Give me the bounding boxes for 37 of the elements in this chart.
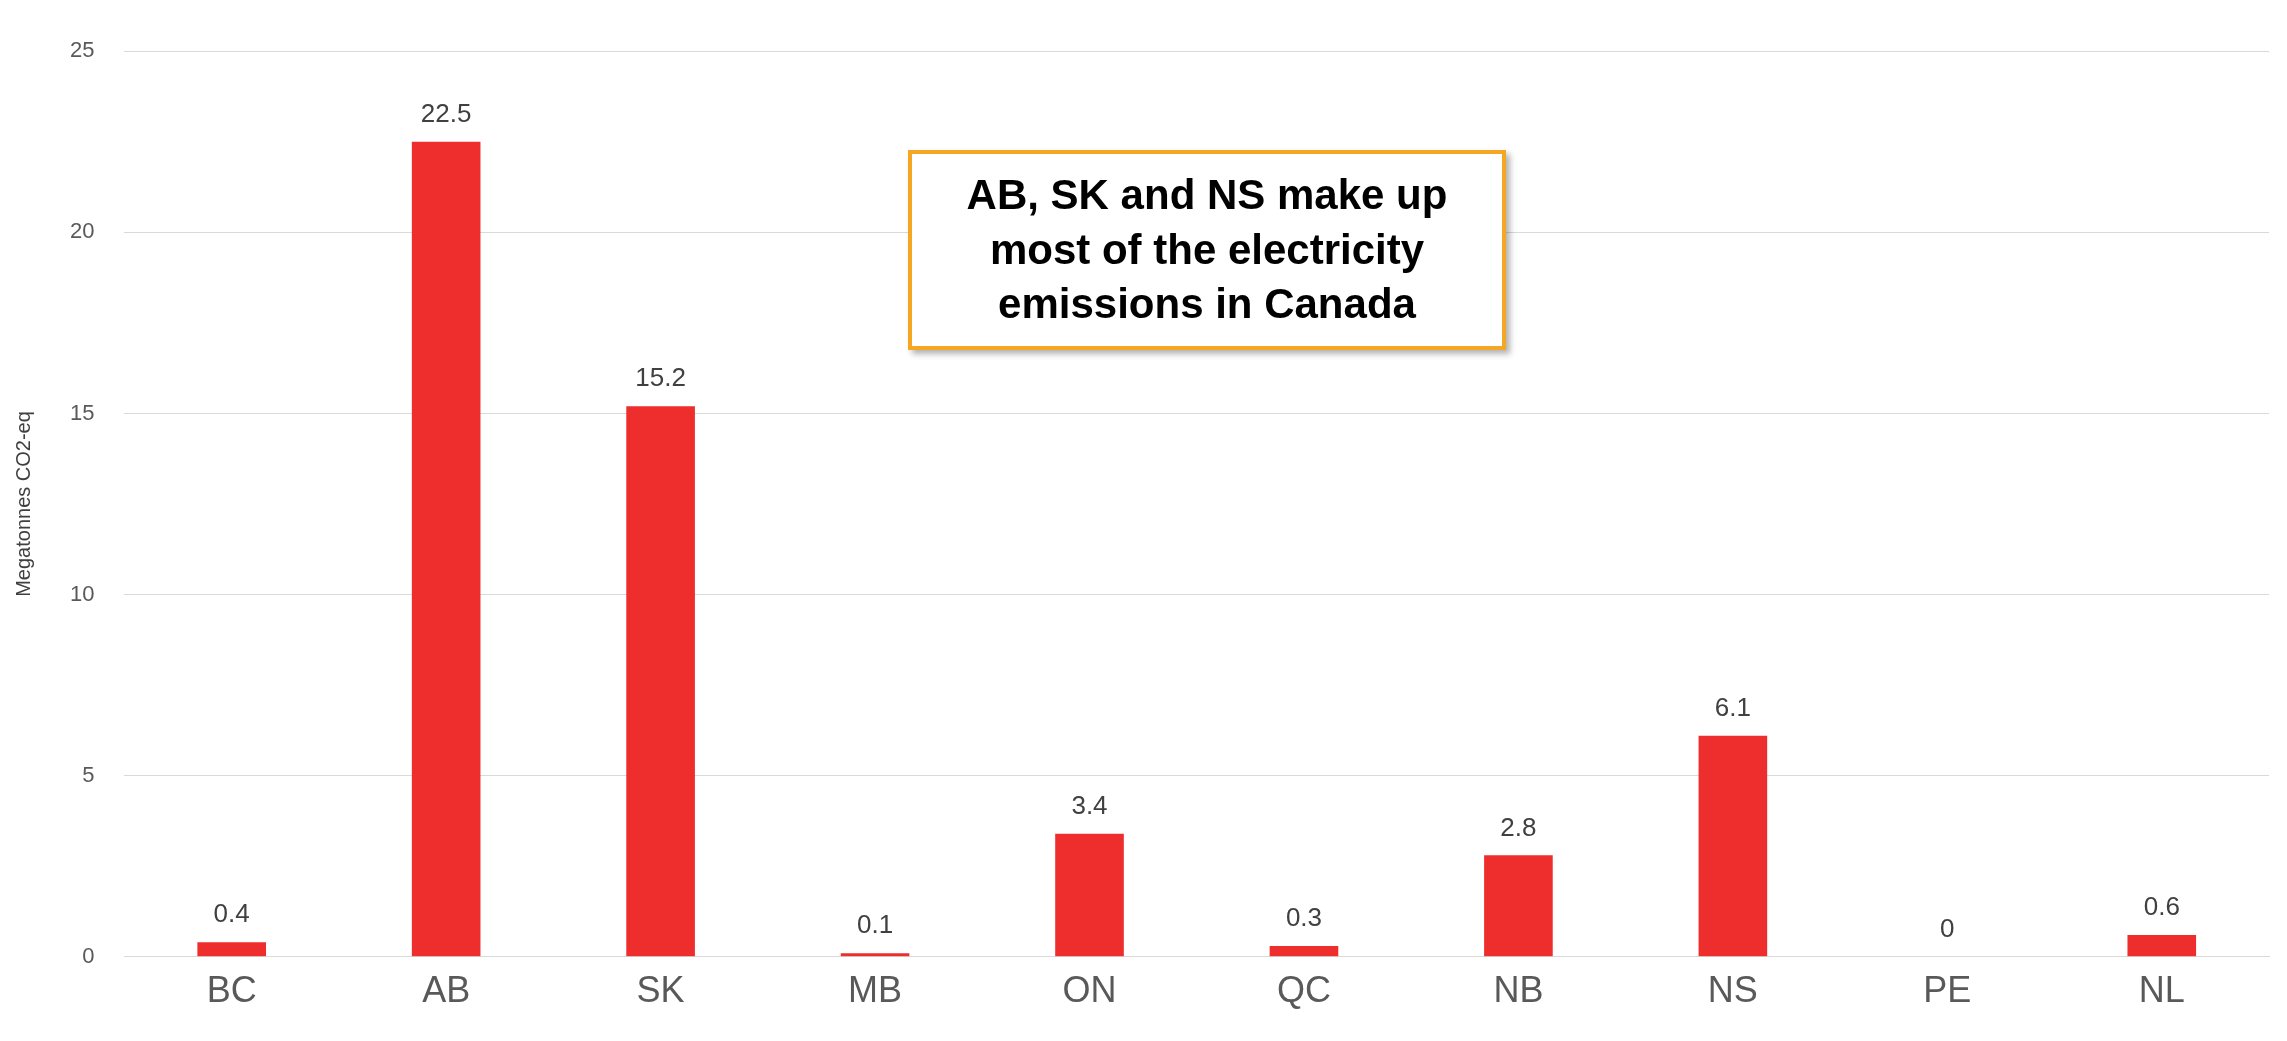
data-label: 0.1 — [856, 909, 894, 940]
y-axis-title: Megatonnes CO2-eq — [11, 411, 34, 597]
data-label: 0.6 — [2143, 891, 2180, 922]
x-tick-label: ON — [1062, 969, 1117, 1011]
bar — [1269, 945, 1339, 957]
bar — [1484, 855, 1553, 957]
x-tick-label: NL — [2138, 969, 2185, 1011]
data-label: 0.3 — [1285, 902, 1323, 933]
data-label: 15.2 — [635, 362, 686, 393]
x-tick-label: BC — [206, 969, 257, 1011]
data-label: 2.8 — [1500, 811, 1537, 842]
bar — [2127, 935, 2197, 957]
y-tick-label: 25 — [69, 37, 95, 63]
x-tick-label: NB — [1493, 969, 1544, 1011]
data-label: 22.5 — [420, 97, 472, 128]
y-tick-label: 5 — [82, 761, 95, 787]
y-tick-label: 0 — [82, 942, 95, 968]
bar — [1055, 833, 1124, 957]
data-label: 6.1 — [1714, 692, 1751, 723]
x-tick-label: MB — [848, 969, 903, 1011]
annotation: AB, SK and NS make up most of the electricity emissions in Canada — [908, 150, 1506, 350]
data-label: 0 — [1940, 912, 1955, 943]
y-tick-label: 20 — [69, 218, 95, 244]
bar — [411, 141, 481, 957]
data-label: 3.4 — [1071, 789, 1108, 820]
x-tick-label: AB — [422, 969, 471, 1011]
y-tick-label: 15 — [69, 399, 95, 425]
x-tick-label: PE — [1923, 969, 1972, 1011]
x-tick-label: SK — [636, 969, 685, 1011]
data-label: 0.4 — [213, 898, 250, 929]
bar — [197, 942, 267, 957]
bar — [626, 406, 695, 957]
x-tick-label: QC — [1276, 969, 1331, 1011]
bar — [1698, 735, 1768, 957]
bar — [840, 953, 910, 957]
x-tick-label: NS — [1707, 969, 1758, 1011]
y-tick-label: 10 — [69, 580, 95, 606]
